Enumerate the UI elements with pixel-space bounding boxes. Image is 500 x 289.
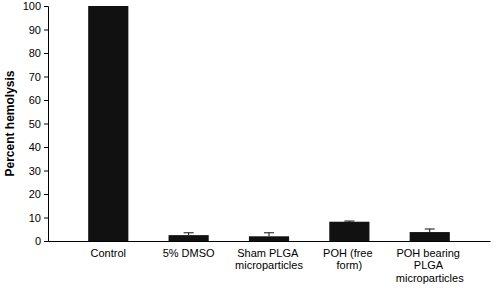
y-tick-mark	[44, 147, 48, 148]
y-tick-label: 30	[29, 165, 41, 177]
y-axis-line	[44, 7, 49, 242]
x-tick-label: Control	[91, 247, 126, 259]
x-axis-line	[49, 241, 491, 242]
y-tick-label: 100	[23, 0, 41, 12]
x-tick-label-line: Sham PLGA	[237, 247, 301, 259]
y-tick: 80	[29, 47, 48, 59]
bar	[249, 236, 289, 241]
x-tick-label: 5% DMSO	[163, 247, 215, 259]
y-axis: 0 10 20 30 40 50 60 70 80 90 100	[23, 0, 49, 247]
error-cap	[344, 221, 354, 222]
marks	[88, 6, 450, 241]
y-tick-label: 70	[29, 71, 41, 83]
plot: 0 10 20 30 40 50 60 70 80 90 100 Control 5% DMSO Sham…	[23, 0, 491, 284]
y-tick-mark	[44, 77, 48, 78]
error-bar	[344, 221, 354, 223]
y-tick-label: 0	[35, 235, 41, 247]
y-tick: 50	[29, 118, 48, 130]
error-bar	[103, 6, 113, 7]
bar	[169, 235, 209, 241]
x-tick-label-line: POH bearing	[396, 247, 463, 259]
y-axis-title: Percent hemolysis	[3, 70, 17, 176]
bar	[410, 232, 450, 241]
y-tick-mark	[44, 53, 48, 54]
bar	[329, 222, 369, 241]
y-tick-mark	[44, 6, 48, 7]
x-tick: POH (free form)	[323, 241, 376, 271]
error-stem	[269, 233, 270, 237]
y-tick: 10	[29, 212, 48, 224]
x-axis: Control5% DMSOSham PLGA microparticlesPO…	[49, 241, 491, 284]
y-tick: 70	[29, 71, 48, 83]
x-tick-label-line: microparticles	[235, 259, 303, 271]
x-tick-label-line: Control	[91, 247, 126, 259]
y-tick-label: 80	[29, 47, 41, 59]
x-tick-label: POH (free form)	[323, 247, 376, 272]
x-tick-label-line: microparticles	[396, 272, 464, 284]
x-tick-label-line: POH (free	[323, 247, 376, 259]
y-tick: 60	[29, 94, 48, 106]
error-cap	[103, 6, 113, 7]
x-tick: Control	[91, 241, 126, 259]
y-tick-label: 10	[29, 212, 41, 224]
chart: 0 10 20 30 40 50 60 70 80 90 100 Control 5% DMSO Sham…	[0, 0, 500, 289]
y-tick-mark	[44, 241, 48, 242]
x-tick-label: Sham PLGA microparticles	[235, 247, 303, 272]
y-tick: 30	[29, 165, 48, 177]
y-tick-mark	[44, 30, 48, 31]
error-bar	[264, 233, 274, 237]
error-cap	[425, 229, 435, 230]
error-bar	[425, 229, 435, 232]
x-tick-label-line: 5% DMSO	[163, 247, 215, 259]
y-tick: 90	[29, 24, 48, 36]
y-tick-label: 60	[29, 94, 41, 106]
x-tick-label: POH bearing PLGA microparticles	[396, 247, 464, 284]
y-tick: 40	[29, 141, 48, 153]
y-tick-label: 90	[29, 24, 41, 36]
y-tick-label: 20	[29, 188, 41, 200]
error-bar	[184, 233, 194, 235]
error-cap	[264, 232, 274, 233]
y-tick: 100	[23, 0, 48, 12]
y-tick-label: 40	[29, 141, 41, 153]
x-tick-label-line: form)	[337, 259, 363, 271]
x-tick: 5% DMSO	[163, 241, 215, 259]
y-tick-mark	[44, 100, 48, 101]
error-cap	[184, 232, 194, 233]
y-tick-mark	[44, 194, 48, 195]
y-tick-mark	[44, 171, 48, 172]
y-tick-mark	[44, 218, 48, 219]
y-tick-label: 50	[29, 118, 41, 130]
bar	[88, 6, 128, 241]
y-tick-mark	[44, 124, 48, 125]
x-tick-label-line: PLGA	[414, 259, 446, 271]
x-tick: POH bearing PLGA microparticles	[396, 241, 464, 284]
y-tick: 0	[35, 235, 48, 247]
x-tick: Sham PLGA microparticles	[235, 241, 303, 271]
y-tick: 20	[29, 188, 48, 200]
